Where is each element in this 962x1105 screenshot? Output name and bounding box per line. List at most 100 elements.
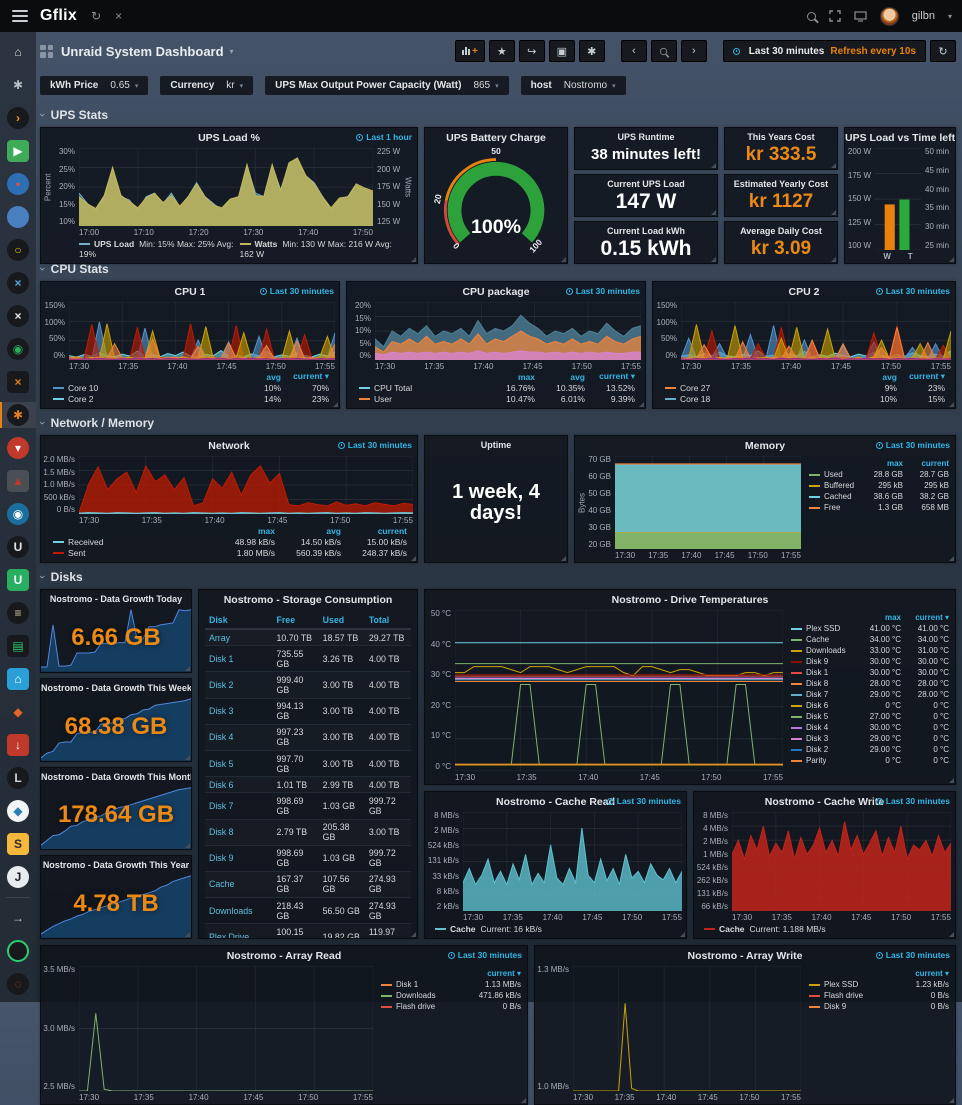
burger-app-icon[interactable]: ≡ (7, 602, 29, 624)
plot-area[interactable] (573, 966, 801, 1091)
plot-area[interactable] (615, 456, 801, 549)
panel-time-badge[interactable]: Last 30 minutes (566, 286, 640, 296)
red-ring-app-icon[interactable]: ◌ (7, 973, 29, 995)
jackett-app-icon[interactable]: J (7, 866, 29, 888)
monitor-icon[interactable] (854, 11, 867, 22)
plot-area[interactable] (455, 610, 783, 771)
row-header-ups-stats[interactable]: ›UPS Stats (40, 107, 956, 122)
home-icon[interactable]: ⌂ (7, 41, 29, 63)
panel-time-badge[interactable]: Last 30 minutes (338, 440, 412, 450)
panel-time-badge[interactable]: Last 30 minutes (607, 796, 681, 806)
app-logo[interactable]: Gflix (40, 7, 77, 25)
plot-area[interactable] (375, 302, 641, 360)
panel-header[interactable]: Nostromo - Array Write Last 30 minutes (535, 946, 955, 966)
variable-value[interactable]: kr (226, 80, 234, 91)
panel-time-badge[interactable]: Last 30 minutes (876, 440, 950, 450)
plot-area[interactable] (463, 812, 682, 911)
panel-time-badge[interactable]: Last 30 minutes (260, 286, 334, 296)
dashboard-grid-icon[interactable] (40, 45, 53, 58)
gitlab-app-icon[interactable]: ◆ (7, 701, 29, 723)
sabnzbd-app-icon[interactable]: S (7, 833, 29, 855)
search-app-icon[interactable]: ○ (7, 239, 29, 261)
variable-value[interactable]: 865 (473, 80, 490, 91)
username[interactable]: gilbn (912, 10, 935, 22)
plot-area[interactable] (79, 966, 373, 1091)
row-header-network-memory[interactable]: ›Network / Memory (40, 415, 956, 430)
panel-data-growth-year[interactable]: Nostromo - Data Growth This Year 4.78 TB (40, 855, 192, 939)
red-triangle-app-icon[interactable]: ▲ (7, 470, 29, 492)
panel-header[interactable]: Nostromo - Array Read Last 30 minutes (41, 946, 527, 966)
panel-header[interactable]: Nostromo - Cache Read Last 30 minutes (425, 792, 686, 812)
orange-arrow-app-icon[interactable]: › (7, 107, 29, 129)
row-header-disks[interactable]: ›Disks (40, 569, 956, 584)
panel-header[interactable]: Network Last 30 minutes (41, 436, 417, 456)
active-gear-app-icon[interactable]: ✱ (7, 404, 29, 426)
search-icon[interactable] (807, 12, 816, 21)
panel-time-badge[interactable]: Last 30 minutes (448, 950, 522, 960)
panel-time-badge[interactable]: Last 30 minutes (876, 286, 950, 296)
blue-eye-app-icon[interactable]: ◉ (7, 503, 29, 525)
panel-header[interactable]: UPS Load % Last 1 hour (41, 128, 417, 148)
panel-header[interactable]: UPS Load vs Time left (845, 128, 955, 148)
panel-header[interactable]: Nostromo - Drive Temperatures (425, 590, 955, 610)
table-header[interactable]: Used (319, 612, 365, 629)
plot-area[interactable] (875, 148, 921, 250)
panel-header[interactable]: CPU 2 Last 30 minutes (653, 282, 955, 302)
logout-icon[interactable]: → (7, 907, 29, 929)
plot-area[interactable] (732, 812, 951, 911)
plot-area[interactable] (79, 148, 373, 226)
home-assistant-app-icon[interactable]: ⌂ (7, 668, 29, 690)
refresh-button[interactable]: ↻ (930, 40, 956, 62)
panel-estimated-yearly-cost[interactable]: Estimated Yearly Cost kr 1127 (724, 174, 838, 217)
red-shield-app-icon[interactable]: ▾ (7, 437, 29, 459)
panel-time-badge[interactable]: Last 30 minutes (876, 950, 950, 960)
menu-icon[interactable] (12, 10, 28, 22)
panel-average-daily-cost[interactable]: Average Daily Cost kr 3.09 (724, 221, 838, 264)
plot-area[interactable] (69, 302, 335, 360)
table-header[interactable]: Free (273, 612, 319, 629)
panel-time-badge[interactable]: Last 1 hour (356, 132, 412, 142)
green-u-app-icon[interactable]: U (7, 569, 29, 591)
close-icon[interactable]: × (115, 9, 122, 23)
time-back-button[interactable]: ‹ (621, 40, 647, 62)
traffic-lights-app-icon[interactable]: ▤ (7, 635, 29, 657)
green-swirl-app-icon[interactable]: ◉ (7, 338, 29, 360)
panel-ups-runtime[interactable]: UPS Runtime 38 minutes left! (574, 127, 718, 170)
panel-header[interactable]: UPS Battery Charge (425, 128, 567, 148)
